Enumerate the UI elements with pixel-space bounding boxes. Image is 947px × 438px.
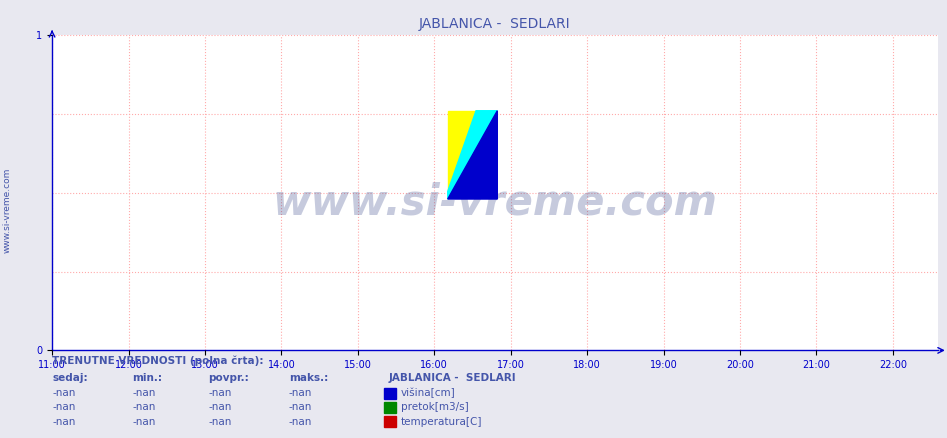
Text: sedaj:: sedaj:	[52, 373, 88, 383]
Text: -nan: -nan	[208, 417, 232, 427]
Text: -nan: -nan	[208, 389, 232, 399]
Polygon shape	[448, 111, 483, 194]
Text: maks.:: maks.:	[289, 373, 328, 383]
Text: povpr.:: povpr.:	[208, 373, 249, 383]
Text: -nan: -nan	[133, 403, 156, 413]
Text: višina[cm]: višina[cm]	[401, 388, 456, 399]
Text: TRENUTNE VREDNOSTI (polna črta):: TRENUTNE VREDNOSTI (polna črta):	[52, 356, 263, 367]
Polygon shape	[448, 111, 497, 199]
Text: -nan: -nan	[133, 389, 156, 399]
Text: www.si-vreme.com: www.si-vreme.com	[3, 168, 12, 253]
Text: -nan: -nan	[52, 403, 76, 413]
Text: JABLANICA -  SEDLARI: JABLANICA - SEDLARI	[388, 373, 516, 383]
Text: -nan: -nan	[52, 389, 76, 399]
Text: temperatura[C]: temperatura[C]	[401, 417, 482, 427]
Text: -nan: -nan	[289, 417, 313, 427]
Polygon shape	[448, 111, 497, 199]
Text: -nan: -nan	[289, 403, 313, 413]
Text: -nan: -nan	[133, 417, 156, 427]
Text: -nan: -nan	[208, 403, 232, 413]
Text: www.si-vreme.com: www.si-vreme.com	[273, 181, 717, 223]
Text: -nan: -nan	[289, 389, 313, 399]
Text: min.:: min.:	[133, 373, 163, 383]
Title: JABLANICA -  SEDLARI: JABLANICA - SEDLARI	[419, 17, 571, 31]
Text: pretok[m3/s]: pretok[m3/s]	[401, 403, 469, 413]
Text: -nan: -nan	[52, 417, 76, 427]
